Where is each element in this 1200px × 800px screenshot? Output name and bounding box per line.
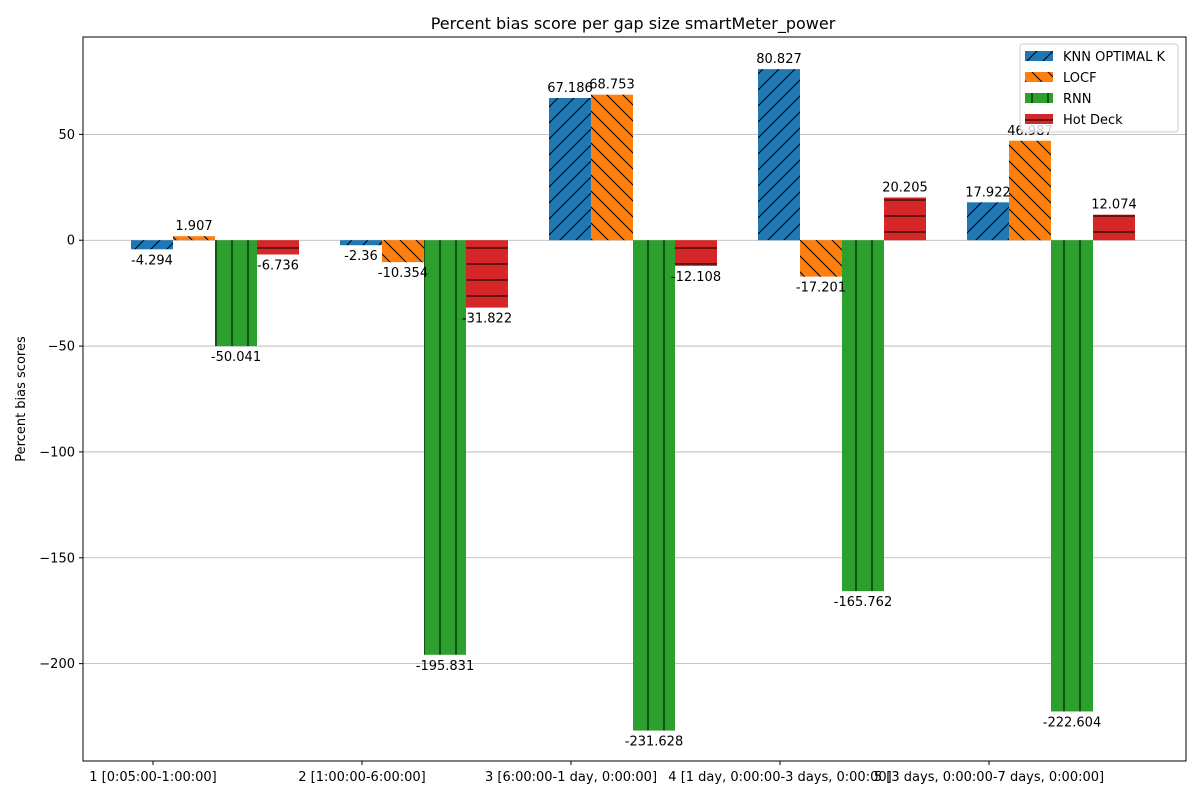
- data-label: -50.041: [211, 350, 261, 365]
- bar-knn-optimal-k: [967, 202, 1009, 241]
- y-tick-label: −100: [39, 445, 75, 460]
- bar-locf: [1009, 140, 1051, 241]
- bar-locf: [800, 240, 842, 277]
- x-tick-label: 3 [6:00:00-1 day, 0:00:00]: [485, 770, 657, 785]
- data-label: -31.822: [462, 312, 512, 327]
- y-tick-label: −50: [48, 340, 75, 355]
- x-tick-label: 4 [1 day, 0:00:00-3 days, 0:00:00]: [668, 770, 891, 785]
- data-label: -12.108: [671, 270, 721, 285]
- bar-hot-deck: [466, 240, 508, 308]
- data-label: -222.604: [1043, 715, 1101, 730]
- data-label: -17.201: [796, 281, 846, 296]
- bar-locf: [173, 236, 215, 241]
- legend: KNN OPTIMAL K LOCF RNN Hot Deck: [1019, 43, 1179, 133]
- bar-hot-deck: [675, 240, 717, 266]
- x-tick-label: 2 [1:00:00-6:00:00]: [298, 770, 425, 785]
- data-label: -165.762: [834, 595, 892, 610]
- chart-title: Percent bias score per gap size smartMet…: [431, 14, 836, 34]
- x-tick-label: 5 [3 days, 0:00:00-7 days, 0:00:00]: [874, 770, 1104, 785]
- bar-knn-optimal-k: [340, 240, 382, 246]
- x-tick-label: 1 [0:05:00-1:00:00]: [89, 770, 216, 785]
- legend-swatch: [1025, 93, 1053, 103]
- legend-entry: KNN OPTIMAL K: [1063, 50, 1165, 65]
- y-tick-label: 50: [58, 128, 75, 143]
- bar-hot-deck: [884, 197, 926, 241]
- data-label: 68.753: [589, 78, 635, 93]
- y-tick-label: −200: [39, 657, 75, 672]
- plot-frame: [82, 36, 1187, 762]
- data-label: 12.074: [1091, 198, 1137, 213]
- data-label: 1.907: [175, 219, 212, 234]
- legend-swatch: [1025, 51, 1053, 61]
- y-axis-label: Percent bias scores: [14, 336, 29, 462]
- data-labels-layer: -4.294 1.907 -50.041 -6.736 -2.36-10.354 -195…: [131, 52, 1137, 749]
- data-label: -195.831: [416, 659, 474, 674]
- data-label: 80.827: [756, 52, 802, 67]
- bar-hot-deck: [257, 240, 299, 255]
- legend-swatch: [1025, 72, 1053, 82]
- bar-locf: [382, 240, 424, 263]
- legend-entry: LOCF: [1063, 71, 1097, 86]
- data-label: -2.36: [344, 249, 378, 264]
- y-tick-label: 0: [67, 234, 75, 249]
- data-label: 67.186: [547, 81, 593, 96]
- bar-rnn: [1051, 240, 1093, 712]
- bar-knn-optimal-k: [758, 69, 800, 241]
- legend-entry: RNN: [1063, 92, 1091, 107]
- data-label: 20.205: [882, 180, 928, 195]
- bar-knn-optimal-k: [549, 97, 591, 241]
- y-axis: −200 −150 −100 −50 0 50: [39, 128, 83, 672]
- data-label: -6.736: [257, 258, 299, 273]
- legend-box: [1019, 43, 1179, 133]
- bar-hot-deck: [1093, 214, 1135, 241]
- bar-knn-optimal-k: [131, 240, 173, 250]
- data-label: -4.294: [131, 253, 173, 268]
- bar-locf: [591, 94, 633, 241]
- y-tick-label: −150: [39, 551, 75, 566]
- bar-rnn: [633, 240, 675, 731]
- data-label: 17.922: [965, 185, 1011, 200]
- bar-rnn: [424, 240, 466, 655]
- data-label: -10.354: [378, 266, 428, 281]
- legend-entry: Hot Deck: [1063, 113, 1123, 128]
- bar-rnn: [842, 240, 884, 592]
- bar-rnn: [215, 240, 257, 347]
- data-label: -231.628: [625, 735, 683, 750]
- x-axis: 1 [0:05:00-1:00:00] 2 [1:00:00-6:00:00] 3 …: [89, 761, 1104, 785]
- legend-swatch: [1025, 114, 1053, 124]
- bars-layer: [131, 69, 1135, 731]
